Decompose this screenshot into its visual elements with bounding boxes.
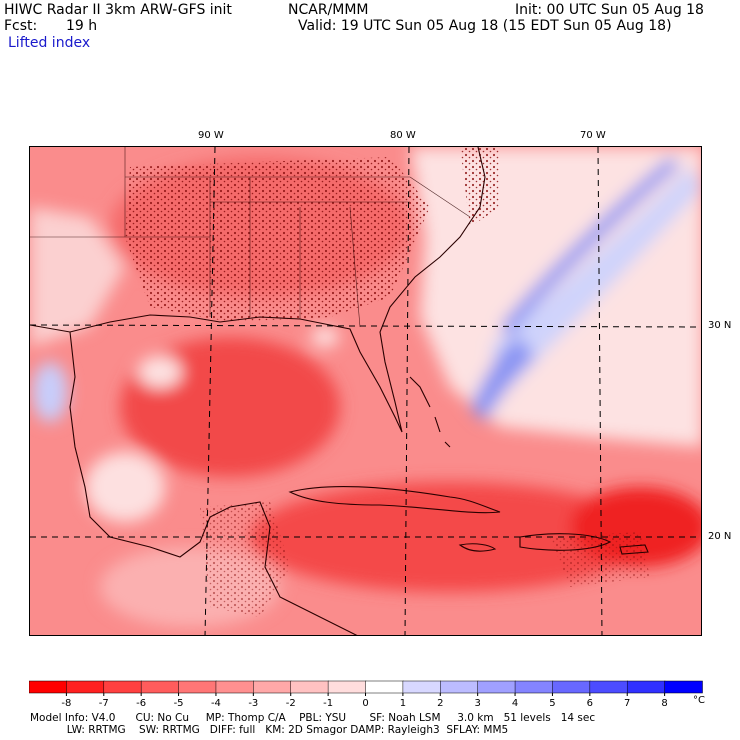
us-state-borders xyxy=(30,147,471,328)
legend-swatch xyxy=(365,680,404,694)
legend-tick-label: 1 xyxy=(400,698,406,709)
map-canvas xyxy=(30,147,701,635)
field-name: Lifted index xyxy=(8,35,91,51)
bahamas-outline xyxy=(409,376,451,448)
atlantic-cold-streak-2 xyxy=(470,337,535,422)
legend-tick-label: -7 xyxy=(99,698,109,709)
lat-label-20n: 20 N xyxy=(708,531,732,542)
legend-swatch xyxy=(253,680,292,694)
legend-tick-label: 3 xyxy=(474,698,480,709)
model-title: HIWC Radar II 3km ARW-GFS init xyxy=(4,2,232,18)
legend-tick-label: -8 xyxy=(61,698,71,709)
model-info-line-2: LW: RRTMG SW: RRTMG DIFF: full KM: 2D Sm… xyxy=(30,724,509,736)
legend-swatch xyxy=(28,680,68,694)
forecast-hour: 19 h xyxy=(66,18,98,34)
convective-speckle-yucatan xyxy=(200,502,290,617)
legend-tick-label: 5 xyxy=(549,698,555,709)
legend-tick-label: 4 xyxy=(512,698,518,709)
us-gulf-atlantic-coast xyxy=(30,147,486,433)
legend-unit: °C xyxy=(693,695,705,706)
legend-tick-label: 6 xyxy=(587,698,593,709)
hispaniola-outline xyxy=(519,533,612,551)
legend-tick-label: -5 xyxy=(174,698,184,709)
meridian-70w xyxy=(597,147,603,635)
meridian-90w xyxy=(204,147,216,635)
texas-cool-spot xyxy=(32,362,68,422)
forecast-label: Fcst: xyxy=(4,18,38,34)
legend-tick-label: 8 xyxy=(661,698,667,709)
legend-swatch xyxy=(589,680,628,694)
legend-swatch xyxy=(66,680,105,694)
cuba-outline xyxy=(288,485,501,514)
meridian-80w xyxy=(404,147,410,635)
legend-tick-label: 7 xyxy=(624,698,630,709)
legend-tick-label: -4 xyxy=(211,698,221,709)
convective-speckle-carolinas xyxy=(460,147,500,227)
atlantic-cool-band xyxy=(490,167,701,387)
legend-swatch xyxy=(290,680,329,694)
lat-label-30n: 30 N xyxy=(708,320,732,331)
atlantic-cold-streak xyxy=(500,157,680,337)
legend-tick-label: 2 xyxy=(437,698,443,709)
graticule xyxy=(30,147,701,635)
legend-swatch xyxy=(477,680,516,694)
legend-tick-label: -6 xyxy=(136,698,146,709)
lon-label-70w: 70 W xyxy=(580,130,606,141)
legend-swatch xyxy=(440,680,479,694)
puerto-rico-outline xyxy=(619,544,649,555)
gulf-stable-spot xyxy=(138,356,182,388)
legend-swatch xyxy=(626,680,666,694)
legend-tick-label: -2 xyxy=(286,698,296,709)
legend-swatch xyxy=(103,680,142,694)
legend-swatch xyxy=(140,680,180,694)
lon-label-80w: 80 W xyxy=(390,130,416,141)
legend-swatch xyxy=(178,680,217,694)
color-legend: -8 -7 -6 -5 -4 -3 -2 -1 0 1 2 3 4 5 6 7 8 xyxy=(28,680,729,714)
legend-tick-label: -3 xyxy=(248,698,258,709)
legend-swatch xyxy=(514,680,554,694)
legend-tick-label: -1 xyxy=(323,698,333,709)
legend-swatch xyxy=(215,680,255,694)
model-info-line-1: Model Info: V4.0 CU: No Cu MP: Thomp C/A… xyxy=(30,712,596,724)
convective-speckle-us xyxy=(125,157,430,322)
org-label: NCAR/MMM xyxy=(288,2,369,18)
init-time: Init: 00 UTC Sun 05 Aug 18 xyxy=(515,2,704,18)
legend-swatch xyxy=(402,680,442,694)
jamaica-outline xyxy=(458,543,497,552)
legend-swatch xyxy=(327,680,367,694)
mexico-stable-spot xyxy=(85,452,165,522)
gulf-stable-spot-2 xyxy=(311,327,339,347)
west-stable-region xyxy=(30,207,125,347)
legend-bar: -8 -7 -6 -5 -4 -3 -2 -1 0 1 2 3 4 5 6 7 8 xyxy=(28,680,703,709)
mexico-central-america-coast xyxy=(69,331,358,635)
valid-time: Valid: 19 UTC Sun 05 Aug 18 (15 EDT Sun … xyxy=(298,18,672,34)
legend-swatch xyxy=(552,680,591,694)
parallel-30n xyxy=(30,324,701,328)
lifted-index-map xyxy=(29,146,702,636)
lon-label-90w: 90 W xyxy=(198,130,224,141)
legend-tick-label: 0 xyxy=(362,698,368,709)
legend-swatch xyxy=(664,680,703,694)
convective-speckle-hispaniola xyxy=(550,532,650,587)
